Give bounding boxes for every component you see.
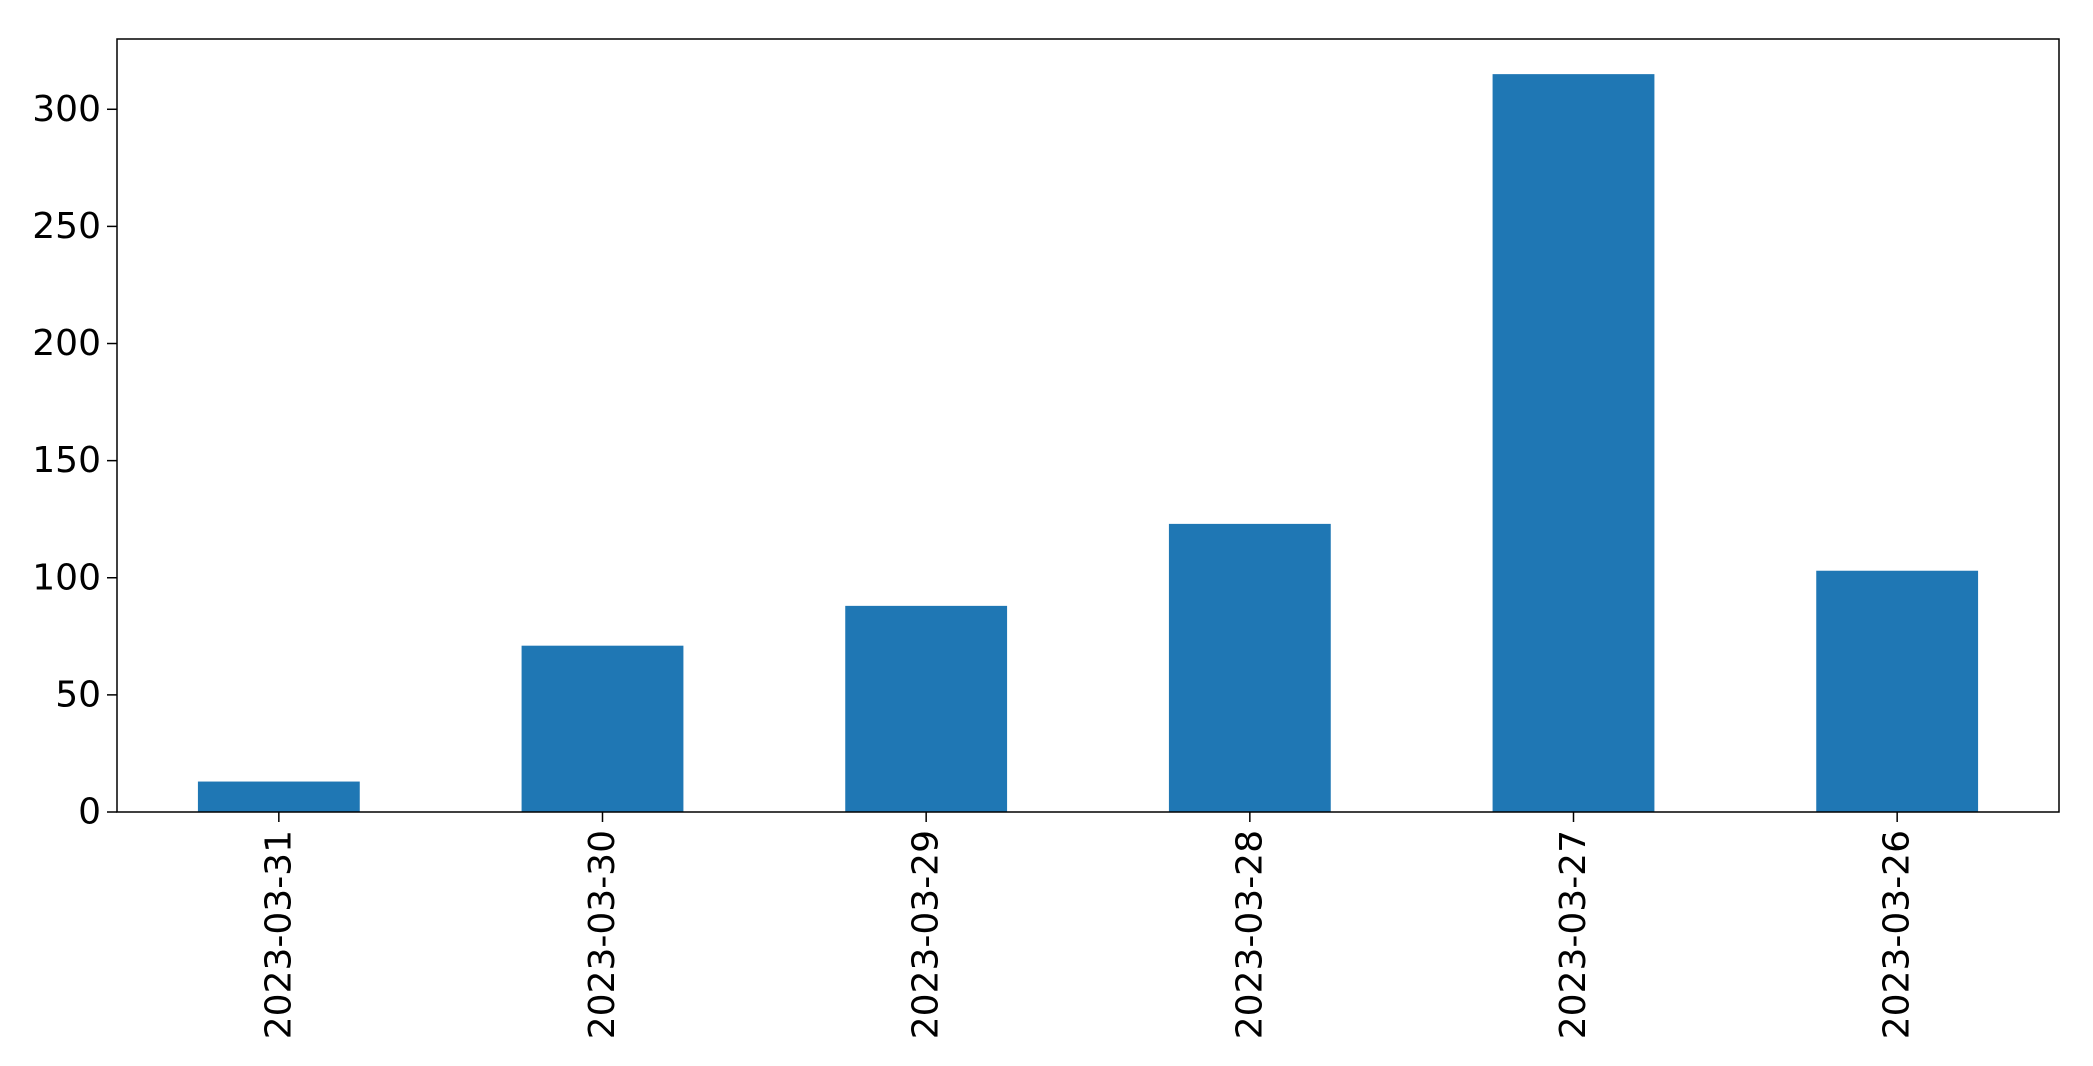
y-tick-label: 150: [32, 440, 101, 481]
x-tick-label: 2023-03-30: [582, 830, 623, 1039]
plot-frame: [116, 38, 2060, 813]
x-tick-label: 2023-03-26: [1877, 830, 1918, 1039]
y-tick-label: 250: [32, 206, 101, 247]
bar-2023-03-30: [521, 645, 684, 812]
x-tick-label: 2023-03-27: [1553, 830, 1594, 1039]
bar-2023-03-27: [1492, 74, 1655, 813]
bars-layer: [197, 74, 1979, 813]
x-axis: 2023-03-31 2023-03-30 2023-03-29 2023-03-28…: [258, 812, 1918, 1039]
bar-2023-03-29: [845, 605, 1008, 812]
y-tick-label: 0: [78, 792, 101, 833]
x-tick-label: 2023-03-29: [906, 830, 947, 1039]
y-tick-label: 300: [32, 89, 101, 130]
bar-2023-03-26: [1816, 570, 1979, 812]
y-tick-label: 200: [32, 323, 101, 364]
x-tick-label: 2023-03-31: [258, 830, 299, 1039]
y-tick-label: 50: [55, 674, 101, 715]
x-tick-label: 2023-03-28: [1229, 830, 1270, 1039]
bar-2023-03-31: [197, 781, 360, 812]
bar-2023-03-28: [1168, 523, 1331, 812]
y-tick-label: 100: [32, 557, 101, 598]
y-axis: 0 50 100 150 200 250 300: [32, 89, 117, 833]
